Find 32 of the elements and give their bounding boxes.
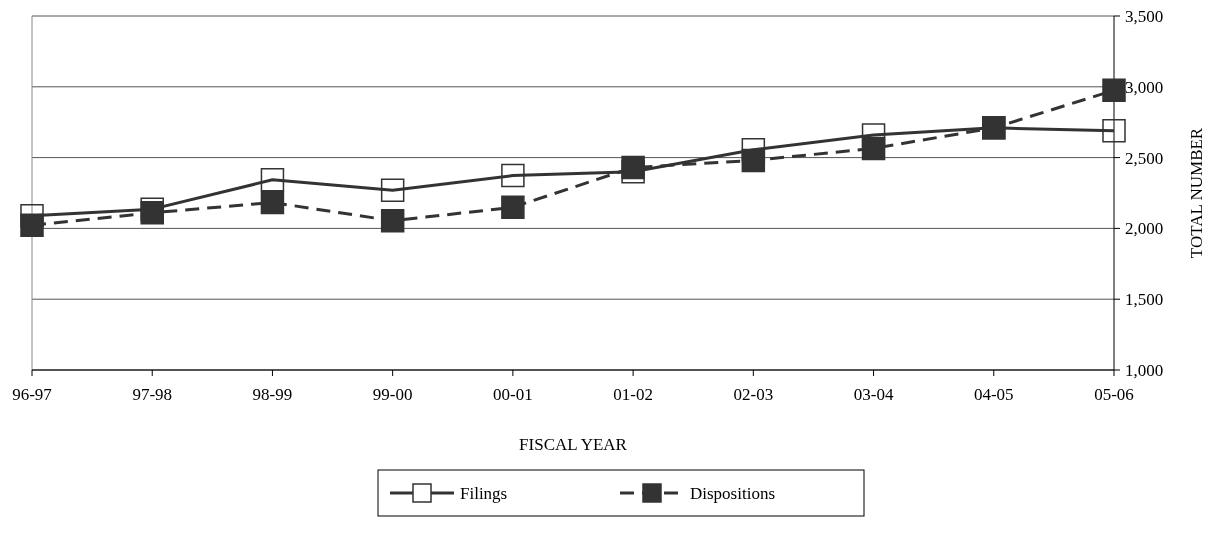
x-tick-label: 96-97: [12, 385, 53, 404]
y2-tick-label: 3,500: [1125, 6, 1164, 26]
x-tick-label: 01-02: [613, 385, 653, 404]
y2-tick-label: 2,000: [1125, 219, 1164, 239]
legend-label: Dispositions: [690, 483, 776, 503]
point: [1102, 78, 1126, 103]
y2-tick-label: 1,000: [1125, 360, 1164, 380]
x-axis-title: FISCAL YEAR: [519, 435, 628, 454]
x-tick-label: 97-98: [132, 385, 173, 404]
x-tick-label: 99-00: [372, 385, 413, 404]
point: [741, 148, 766, 173]
point: [501, 195, 525, 220]
point: [380, 178, 405, 202]
point: [861, 136, 886, 161]
x-tick-label: 04-05: [973, 385, 1014, 404]
legend-label: Filings: [460, 483, 508, 503]
x-tick-label: 00-01: [493, 385, 533, 404]
point: [260, 168, 285, 192]
point: [20, 213, 44, 237]
y2-tick-label: 2,500: [1125, 148, 1164, 168]
y2-axis-title: TOTAL NUMBER: [1187, 127, 1206, 259]
point: [621, 155, 645, 180]
y2-tick-label: 1,500: [1125, 290, 1164, 310]
point: [501, 163, 525, 188]
y2-tick-label: 3,000: [1125, 77, 1164, 97]
x-tick-label: 03-04: [853, 385, 894, 404]
x-tick-label: 98-99: [252, 385, 293, 404]
x-tick-label: 02-03: [733, 385, 774, 404]
x-tick-label: 05-06: [1094, 385, 1134, 404]
point: [260, 190, 285, 215]
point: [380, 209, 405, 233]
point: [1102, 118, 1126, 143]
